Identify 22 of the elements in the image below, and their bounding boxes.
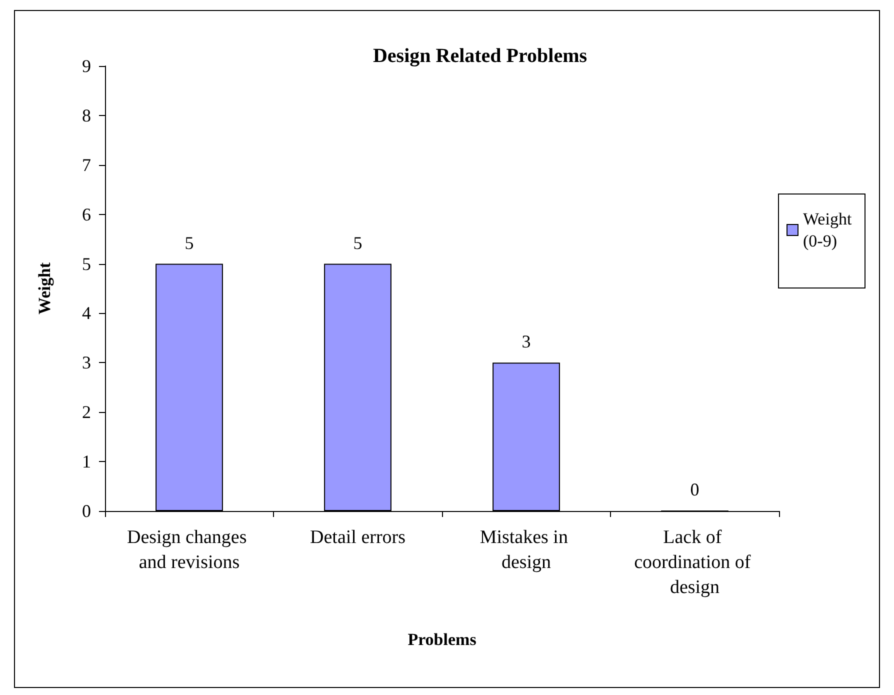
legend-label: Weight (0-9)	[803, 210, 856, 250]
data-label: 5	[184, 232, 194, 253]
y-tick-label: 1	[82, 452, 91, 472]
data-label: 5	[353, 232, 362, 253]
x-tick-label: Design changes and revisions	[126, 527, 252, 573]
y-axis-title: Weight	[35, 262, 54, 314]
y-tick-label: 2	[82, 402, 91, 422]
x-tick-label: Detail errors	[310, 527, 406, 548]
x-tick-label: Mistakes in design	[480, 527, 573, 573]
y-tick-label: 7	[82, 154, 91, 175]
chart-title: Design Related Problems	[372, 45, 588, 67]
y-tick-label: 3	[82, 352, 91, 373]
y-tick-label: 5	[82, 254, 91, 274]
y-tick-label: 9	[82, 56, 91, 76]
x-axis-title: Problems	[408, 630, 477, 649]
x-tick-label: Lack of coordination of design	[634, 527, 756, 598]
y-tick-label: 4	[82, 303, 91, 324]
data-label: 3	[522, 332, 531, 352]
data-label: 0	[690, 480, 700, 500]
y-tick-label: 8	[82, 105, 91, 126]
y-tick-label: 0	[82, 501, 91, 521]
y-tick-label: 6	[82, 204, 91, 224]
